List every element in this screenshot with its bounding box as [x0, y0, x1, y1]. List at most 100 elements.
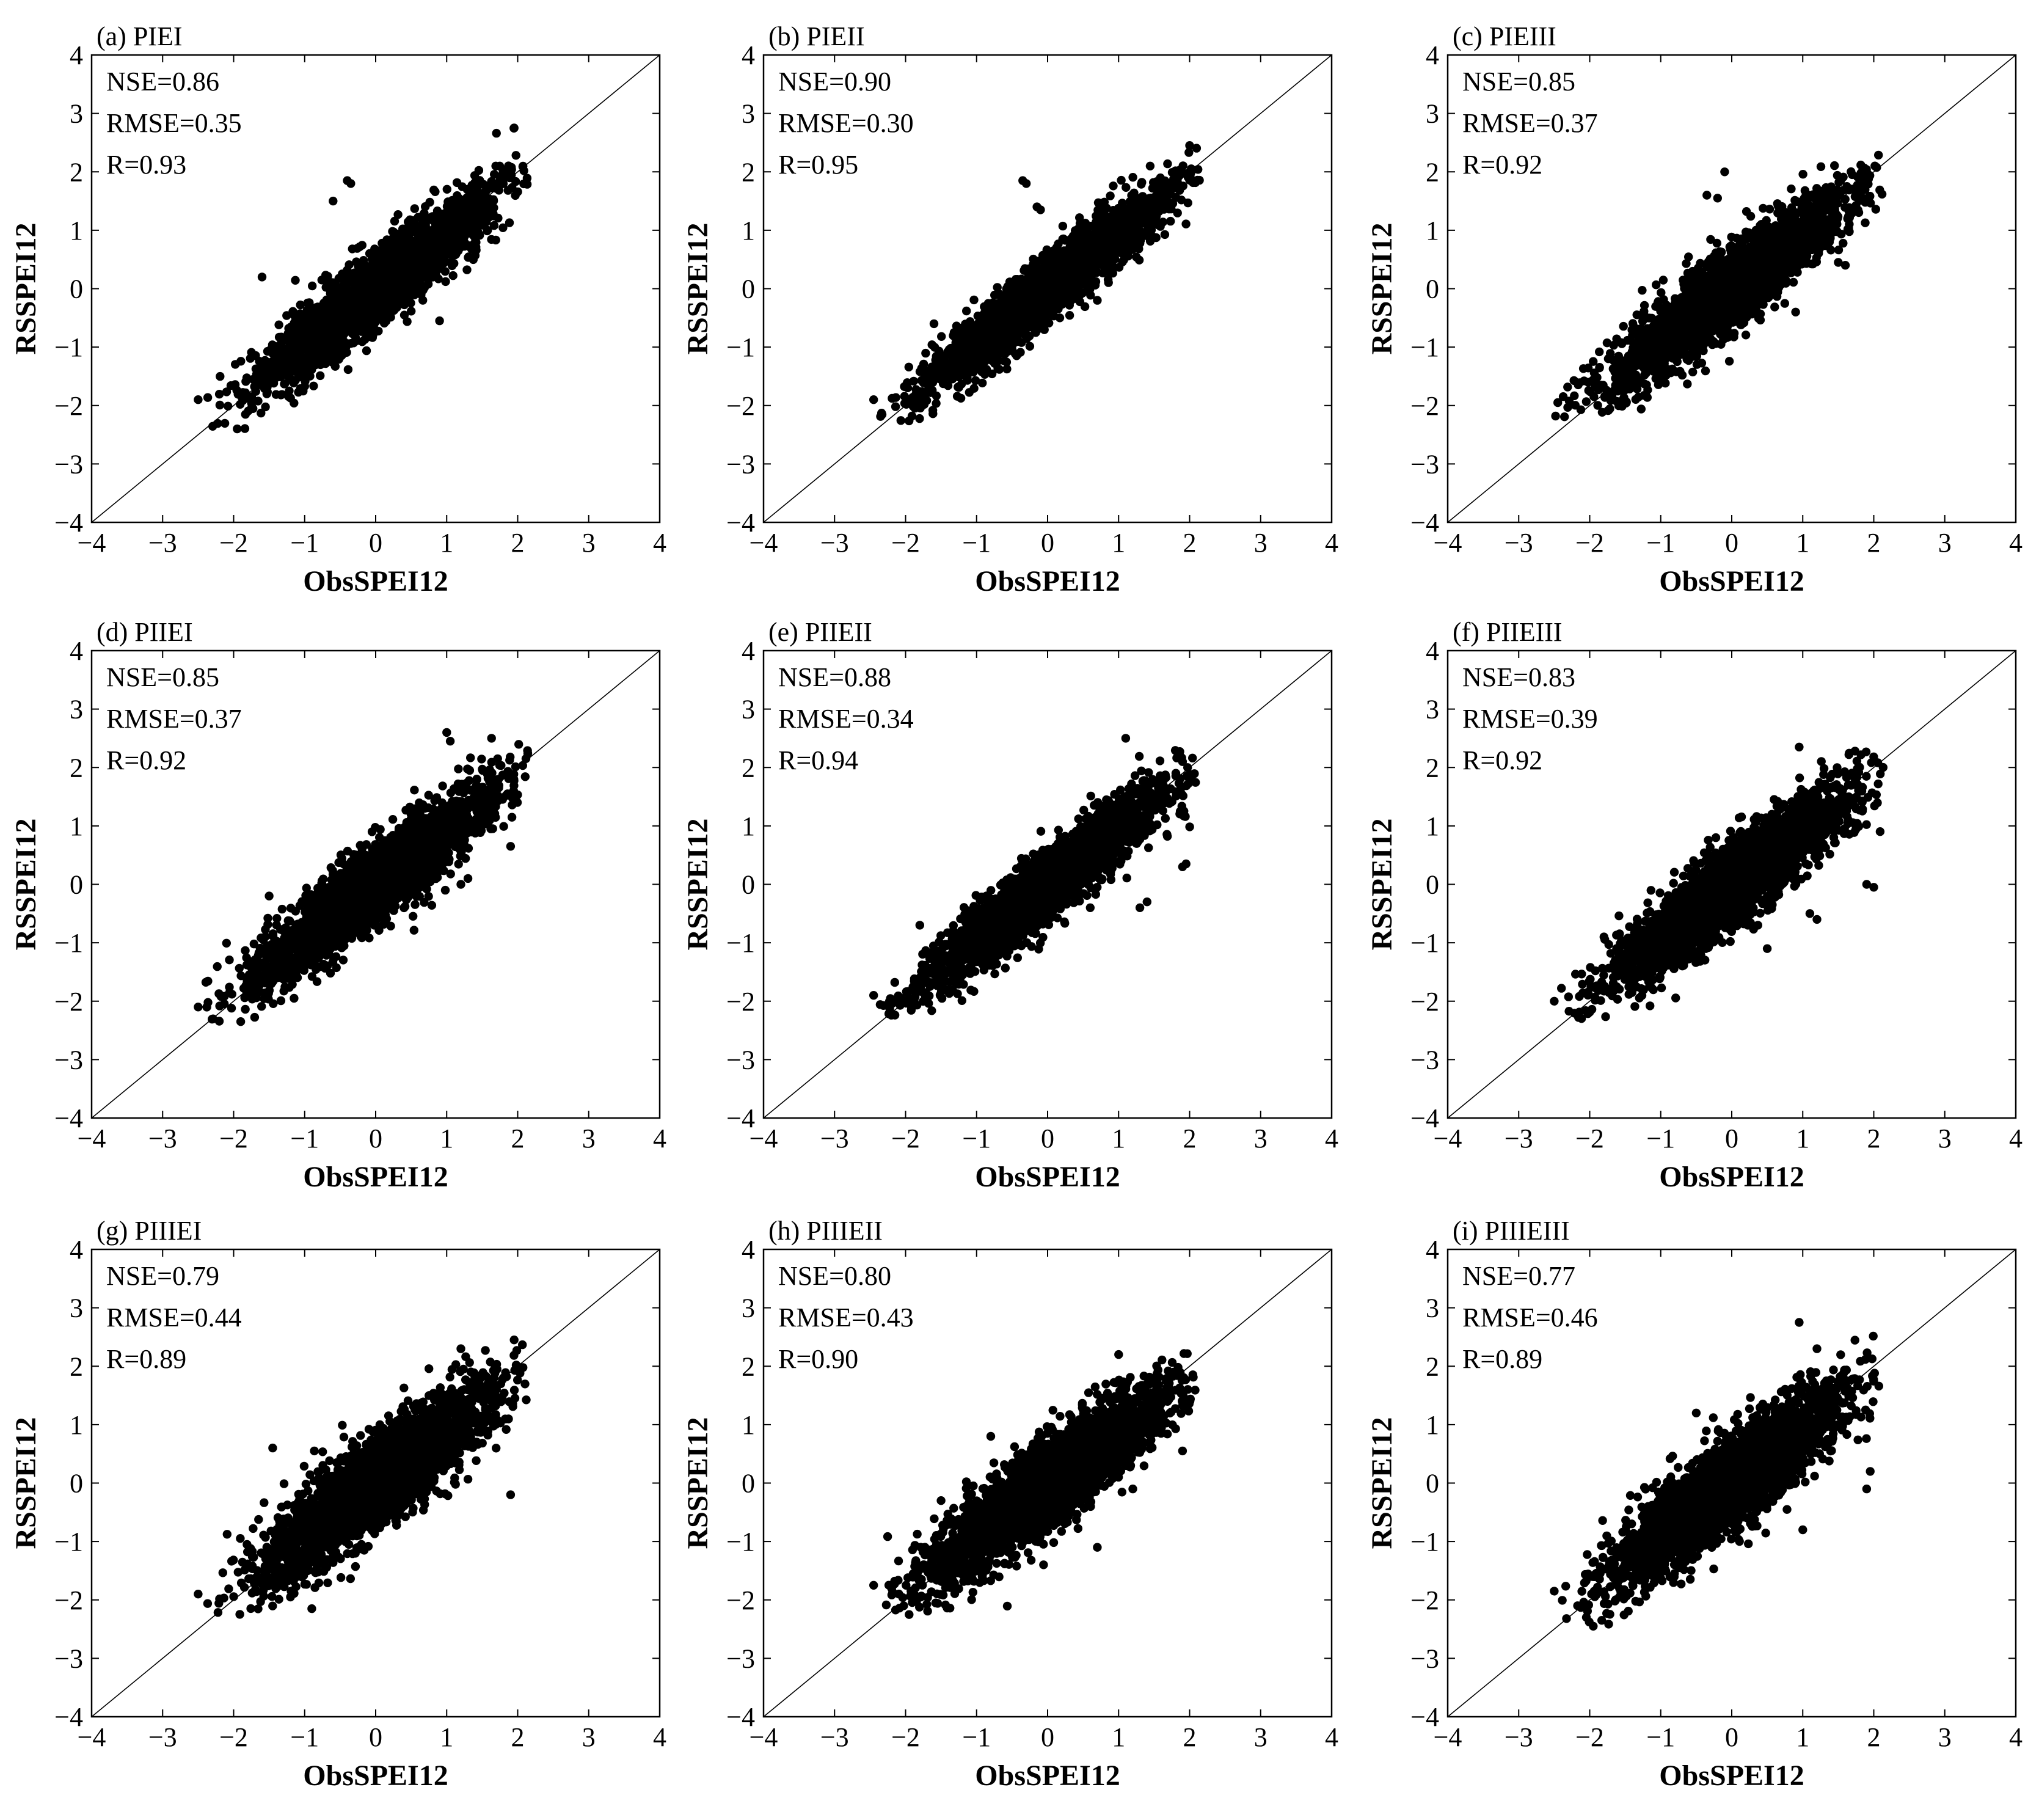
- scatter-point: [1080, 302, 1090, 312]
- scatter-point: [1065, 311, 1074, 320]
- panel-title: (b) PIEII: [768, 21, 865, 51]
- scatter-point: [355, 243, 364, 252]
- scatter-point: [396, 260, 406, 269]
- scatter-point: [919, 359, 928, 369]
- y-tick-label: −3: [726, 449, 755, 479]
- scatter-point: [434, 232, 443, 241]
- scatter-point: [1025, 342, 1035, 351]
- scatter-point: [297, 386, 307, 395]
- scatter-point: [323, 296, 332, 305]
- scatter-point: [1134, 255, 1144, 265]
- x-tick-label: −2: [891, 528, 920, 558]
- scatter-point: [402, 281, 411, 290]
- scatter-point: [393, 235, 403, 244]
- scatter-point: [506, 166, 516, 175]
- scatter-point: [1122, 183, 1131, 192]
- scatter-point: [317, 317, 327, 326]
- scatter-point: [447, 258, 456, 267]
- scatter-point: [337, 340, 347, 349]
- scatter-point: [274, 332, 284, 342]
- scatter-point: [399, 310, 409, 320]
- scatter-point: [277, 370, 286, 380]
- scatter-point: [350, 316, 360, 325]
- scatter-point: [312, 330, 321, 340]
- y-tick-label: 1: [742, 216, 755, 246]
- scatter-point: [907, 411, 917, 421]
- scatter-point: [340, 280, 349, 290]
- scatter-point: [357, 268, 367, 277]
- scatter-point: [382, 271, 392, 280]
- scatter-point: [390, 216, 399, 226]
- scatter-point: [1151, 181, 1160, 191]
- scatter-point: [431, 187, 440, 196]
- scatter-point: [216, 371, 225, 381]
- x-tick-label: 4: [653, 528, 666, 558]
- scatter-point: [503, 186, 512, 195]
- x-tick-label: 3: [582, 528, 596, 558]
- scatter-point: [376, 293, 385, 302]
- scatter-point: [317, 338, 326, 347]
- scatter-point: [359, 256, 368, 265]
- scatter-point: [368, 314, 377, 323]
- scatter-point: [317, 304, 326, 313]
- scatter-point: [285, 386, 294, 395]
- scatter-point: [445, 215, 454, 225]
- y-axis-label: RSSPEI12: [10, 222, 42, 354]
- scatter-point: [308, 309, 317, 318]
- y-tick-label: 3: [70, 99, 83, 129]
- scatter-point: [360, 335, 370, 344]
- scatter-point: [420, 283, 429, 292]
- scatter-point: [236, 357, 246, 366]
- scatter-point: [222, 387, 232, 397]
- scatter-point: [275, 358, 284, 367]
- y-tick-label: −4: [726, 508, 755, 538]
- scatter-point: [289, 378, 298, 388]
- y-tick-label: 3: [742, 99, 755, 129]
- scatter-point: [301, 370, 310, 379]
- scatter-point: [1181, 219, 1191, 228]
- scatter-point: [280, 345, 290, 354]
- x-tick-label: −1: [962, 528, 991, 558]
- scatter-point: [269, 371, 279, 381]
- scatter-point: [308, 281, 317, 291]
- scatter-point: [392, 287, 401, 296]
- scatter-point: [257, 272, 267, 282]
- scatter-point: [954, 382, 963, 392]
- scatter-point: [436, 216, 446, 225]
- scatter-point: [457, 216, 466, 225]
- scatter-point: [309, 340, 318, 349]
- scatter-point: [458, 182, 467, 191]
- scatter-point: [937, 332, 946, 341]
- scatter-point: [1183, 198, 1192, 208]
- scatter-point: [511, 191, 520, 200]
- scatter-point: [489, 203, 498, 213]
- y-tick-label: 4: [742, 40, 755, 70]
- y-tick-label: 0: [70, 274, 83, 304]
- scatter-point: [445, 235, 455, 244]
- scatter-point: [969, 384, 979, 393]
- scatter-point: [393, 273, 403, 282]
- x-tick-label: 0: [369, 528, 382, 558]
- scatter-point: [316, 371, 325, 381]
- scatter-point: [215, 400, 225, 410]
- x-axis-label: ObsSPEI12: [303, 565, 448, 598]
- x-tick-label: 3: [1254, 528, 1268, 558]
- scatter-point: [346, 179, 356, 188]
- scatter-point: [282, 311, 291, 320]
- scatter-point: [441, 277, 450, 287]
- scatter-point: [435, 316, 444, 326]
- scatter-point: [969, 295, 979, 305]
- r-stat: R=0.93: [106, 150, 186, 180]
- scatter-point: [404, 241, 413, 250]
- scatter-point: [522, 180, 532, 189]
- scatter-point: [257, 408, 266, 418]
- scatter-point: [395, 295, 404, 305]
- scatter-point: [1029, 254, 1038, 264]
- scatter-point: [930, 343, 939, 352]
- y-tick-label: −2: [54, 391, 83, 421]
- y-tick-label: 0: [742, 274, 755, 304]
- scatter-point: [341, 326, 351, 335]
- y-axis-label: RSSPEI12: [682, 222, 714, 354]
- scatter-point: [418, 238, 427, 247]
